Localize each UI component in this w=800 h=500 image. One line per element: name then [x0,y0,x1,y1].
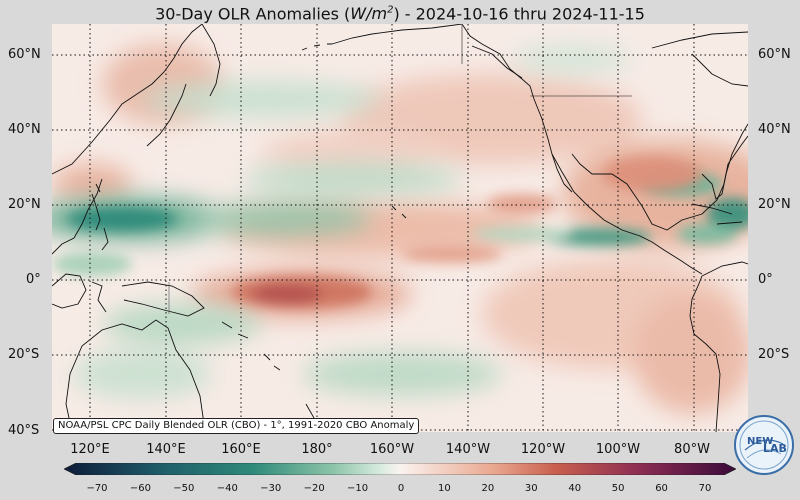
new-lab-logo: NEW LAB [734,415,794,475]
lat-label-40n-right: 40°N [758,122,791,137]
lat-label-60n-right: 60°N [758,47,791,62]
logo-text-new: NEW [747,436,773,447]
colorbar-tick-0: −70 [86,483,108,494]
lat-label-60n: 60°N [8,47,41,62]
colorbar [64,463,736,475]
colorbar-tick-1: −60 [129,483,151,494]
lon-label-140w: 140°W [445,442,491,457]
lon-label-120e: 120°E [70,442,110,457]
lat-label-20n-right: 20°N [758,197,791,212]
lon-label-120w: 120°W [520,442,566,457]
colorbar-tick-11: 40 [568,483,582,494]
graticule [52,24,748,432]
lat-label-equator: 0° [26,272,41,287]
lon-label-100w: 100°W [595,442,641,457]
colorbar-tick-5: −20 [303,483,325,494]
colorbar-tick-10: 30 [524,483,538,494]
lat-label-20s: 20°S [8,347,40,362]
map-title: 30-Day OLR Anomalies (W/m2) - 2024-10-16… [155,4,645,24]
lat-label-20s-right: 20°S [758,347,790,362]
olr-anomaly-map [52,24,748,432]
colorbar-tick-7: 0 [397,483,405,494]
colorbar-tick-4: −30 [260,483,282,494]
data-source-note: NOAA/PSL CPC Daily Blended OLR (CBO) - 1… [53,418,420,434]
colorbar-tick-12: 50 [611,483,625,494]
lat-label-40n: 40°N [8,122,41,137]
colorbar-tick-13: 60 [655,483,668,494]
lon-label-160w: 160°W [369,442,415,457]
lat-label-equator-right: 0° [758,272,773,287]
lon-label-180: 180° [301,442,333,457]
colorbar-tick-8: 10 [438,483,451,494]
lon-label-140e: 140°E [146,442,186,457]
logo-text-lab: LAB [763,442,787,455]
colorbar-tick-3: −40 [216,483,238,494]
lon-label-80w: 80°W [674,442,710,457]
colorbar-tick-6: −10 [347,483,369,494]
lon-label-160e: 160°E [221,442,261,457]
lat-label-20n: 20°N [8,197,41,212]
colorbar-tick-2: −50 [173,483,195,494]
colorbar-tick-9: 20 [481,483,495,494]
lat-label-40s: 40°S [8,423,40,438]
colorbar-tick-14: 70 [698,483,712,494]
coastlines [52,24,748,432]
